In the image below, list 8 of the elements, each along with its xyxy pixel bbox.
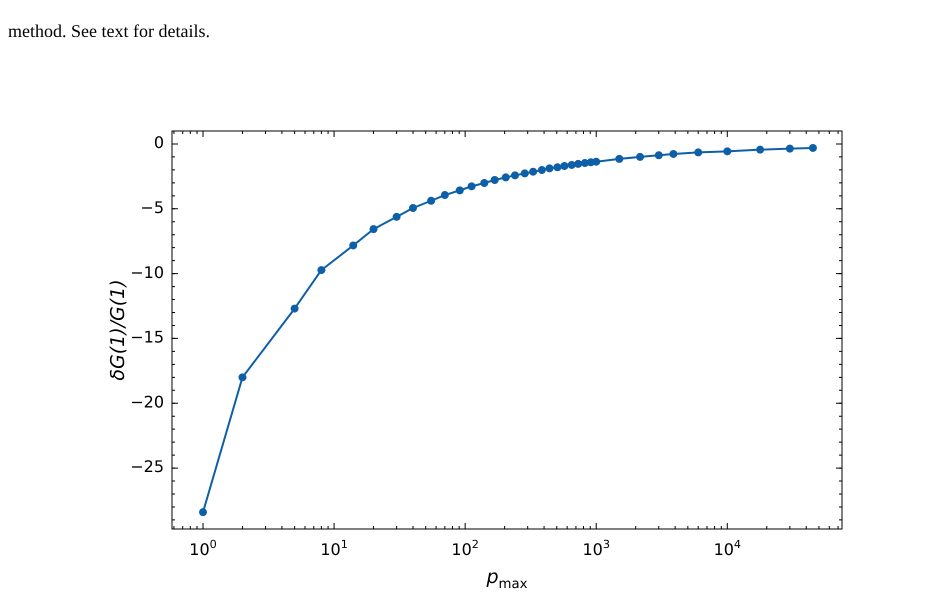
text: method. See text for details. [8,21,210,41]
y-tick-label: 0 [154,133,164,152]
y-axis-title: δG(1)/G(1) [107,279,129,381]
y-tick-label: −5 [140,198,164,217]
y-tick-label: −10 [130,262,164,282]
y-tick-label: −15 [130,328,164,347]
y-tick-label: −20 [130,392,164,412]
y-tick-label: −25 [130,457,164,476]
